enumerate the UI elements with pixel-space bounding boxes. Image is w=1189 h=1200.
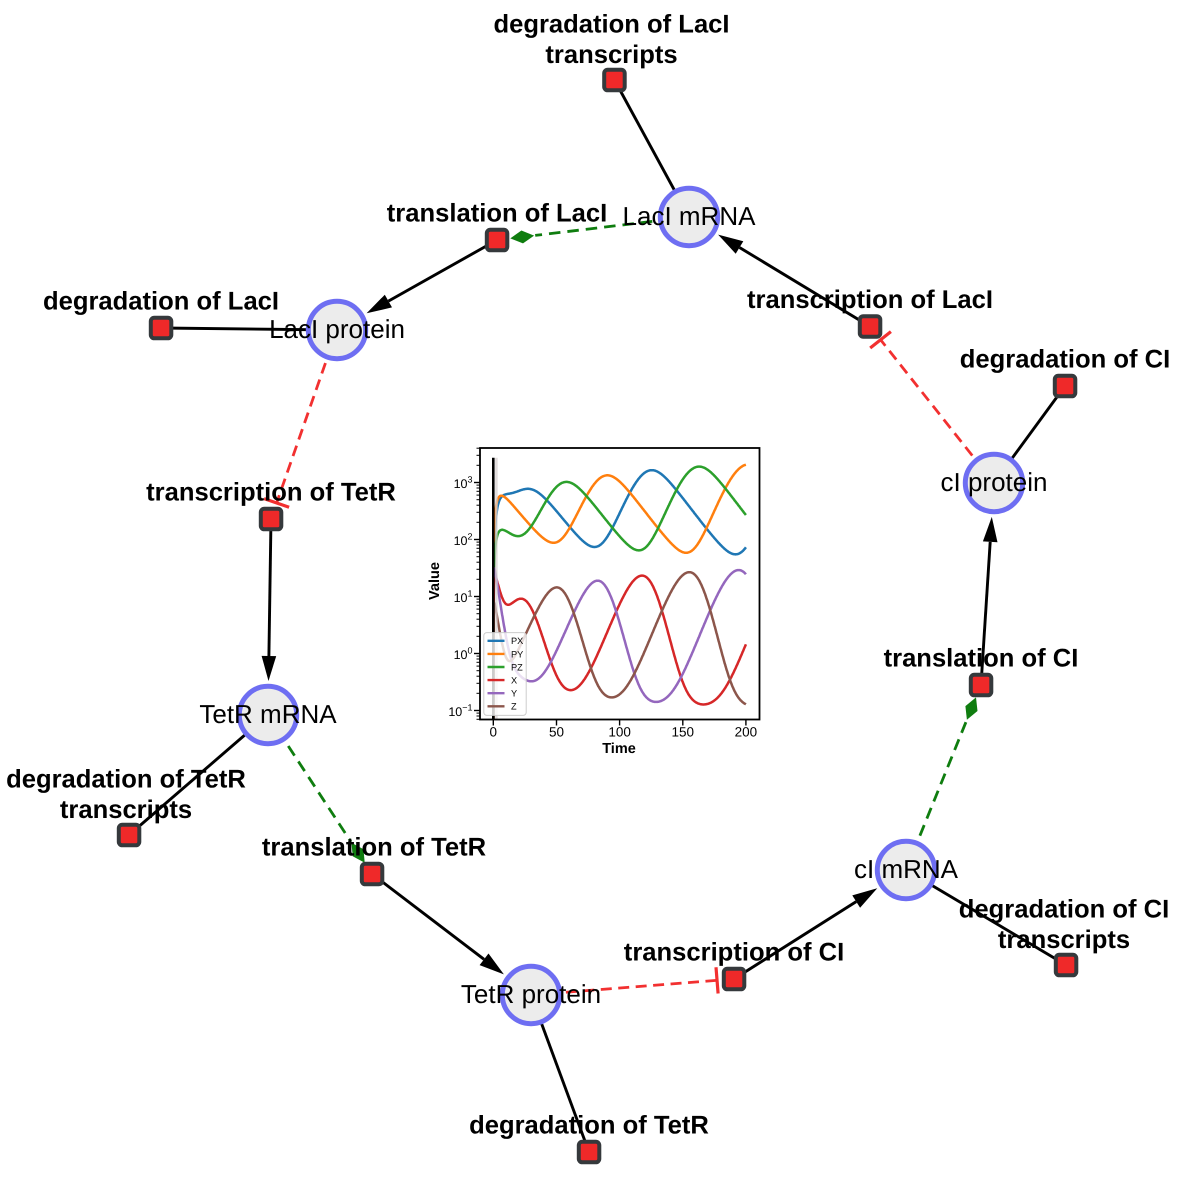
svg-text:transcripts: transcripts: [998, 926, 1130, 954]
svg-text:translation of LacI: translation of LacI: [387, 200, 607, 228]
svg-text:cI mRNA: cI mRNA: [854, 854, 959, 884]
svg-text:50: 50: [549, 725, 564, 740]
svg-text:X: X: [511, 676, 517, 686]
svg-text:PY: PY: [511, 649, 523, 659]
svg-text:degradation of LacI: degradation of LacI: [493, 11, 729, 39]
svg-text:LacI protein: LacI protein: [269, 314, 405, 344]
svg-text:PZ: PZ: [511, 662, 523, 672]
svg-text:150: 150: [672, 725, 695, 740]
svg-text:PX: PX: [511, 636, 523, 646]
svg-text:degradation of CI: degradation of CI: [959, 896, 1169, 924]
svg-text:transcripts: transcripts: [545, 41, 677, 69]
svg-text:TetR mRNA: TetR mRNA: [199, 699, 337, 729]
svg-text:cI protein: cI protein: [941, 467, 1048, 497]
svg-text:100: 100: [608, 725, 631, 740]
svg-text:degradation of TetR: degradation of TetR: [469, 1112, 709, 1140]
svg-text:200: 200: [735, 725, 758, 740]
svg-text:LacI mRNA: LacI mRNA: [623, 201, 757, 231]
svg-text:degradation of TetR: degradation of TetR: [6, 766, 246, 794]
svg-text:translation of TetR: translation of TetR: [262, 834, 486, 862]
svg-text:0: 0: [490, 725, 498, 740]
svg-text:Y: Y: [511, 689, 517, 699]
svg-text:transcripts: transcripts: [60, 796, 192, 824]
svg-text:degradation of CI: degradation of CI: [960, 346, 1170, 374]
svg-text:transcription of TetR: transcription of TetR: [146, 479, 396, 507]
svg-text:Time: Time: [602, 741, 636, 757]
svg-text:Z: Z: [511, 702, 517, 712]
svg-text:translation of CI: translation of CI: [884, 645, 1079, 673]
svg-text:TetR protein: TetR protein: [461, 979, 601, 1009]
svg-text:Value: Value: [427, 562, 443, 600]
svg-text:transcription of CI: transcription of CI: [624, 939, 844, 967]
svg-text:transcription of LacI: transcription of LacI: [747, 286, 993, 314]
svg-text:degradation of LacI: degradation of LacI: [43, 288, 279, 316]
